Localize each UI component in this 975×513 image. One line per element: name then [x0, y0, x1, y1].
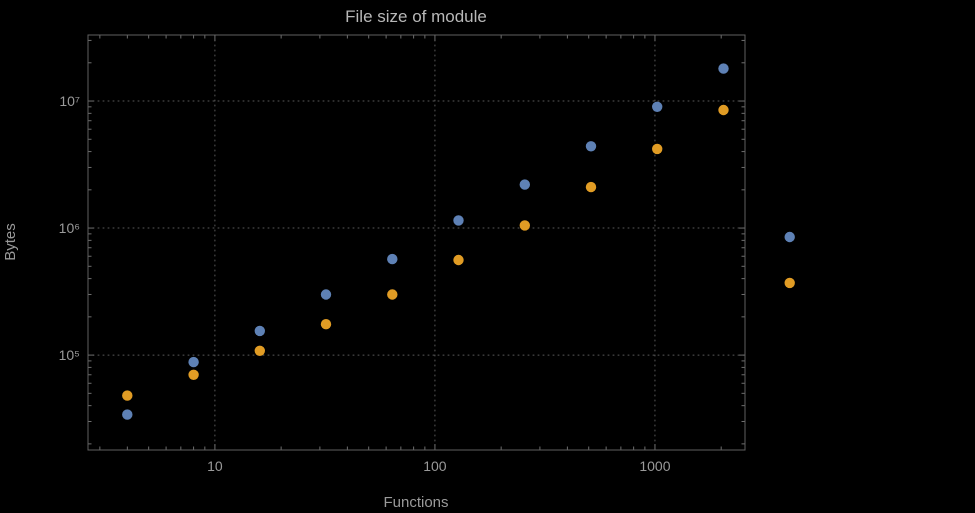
scatter-points	[122, 63, 795, 420]
x-axis-label: Functions	[383, 494, 448, 511]
y-tick-label: 10⁷	[59, 93, 80, 109]
data-point	[652, 101, 663, 113]
x-tick-label: 1000	[639, 458, 670, 474]
x-tick-label: 100	[423, 458, 447, 474]
data-point	[453, 254, 464, 266]
data-point	[718, 104, 729, 116]
data-point	[188, 369, 199, 380]
data-point	[652, 143, 663, 155]
data-point	[784, 277, 795, 289]
data-point	[585, 181, 597, 193]
data-point	[784, 231, 795, 243]
data-point	[387, 253, 398, 265]
data-point	[320, 289, 332, 300]
data-point	[387, 289, 398, 300]
x-tick-label: 10	[207, 458, 223, 474]
data-point	[188, 356, 199, 368]
data-point	[519, 220, 530, 231]
y-tick-label: 10⁶	[59, 220, 80, 236]
data-point	[718, 63, 729, 74]
y-axis-label: Bytes	[2, 223, 19, 261]
y-tick-label: 10⁵	[59, 347, 80, 363]
data-point	[122, 390, 133, 401]
data-point	[585, 141, 597, 152]
tick-labels: 10 100 1000 10⁵ 10⁶ 10⁷	[59, 93, 671, 474]
axis-ticks	[88, 35, 745, 450]
data-point	[122, 409, 133, 420]
data-point	[453, 215, 464, 226]
data-point	[320, 319, 332, 330]
data-point	[519, 179, 530, 190]
data-point	[254, 345, 265, 356]
chart-title: File size of module	[345, 7, 487, 26]
plot-frame	[87, 34, 746, 451]
gridlines	[87, 34, 746, 451]
data-point	[254, 325, 265, 337]
